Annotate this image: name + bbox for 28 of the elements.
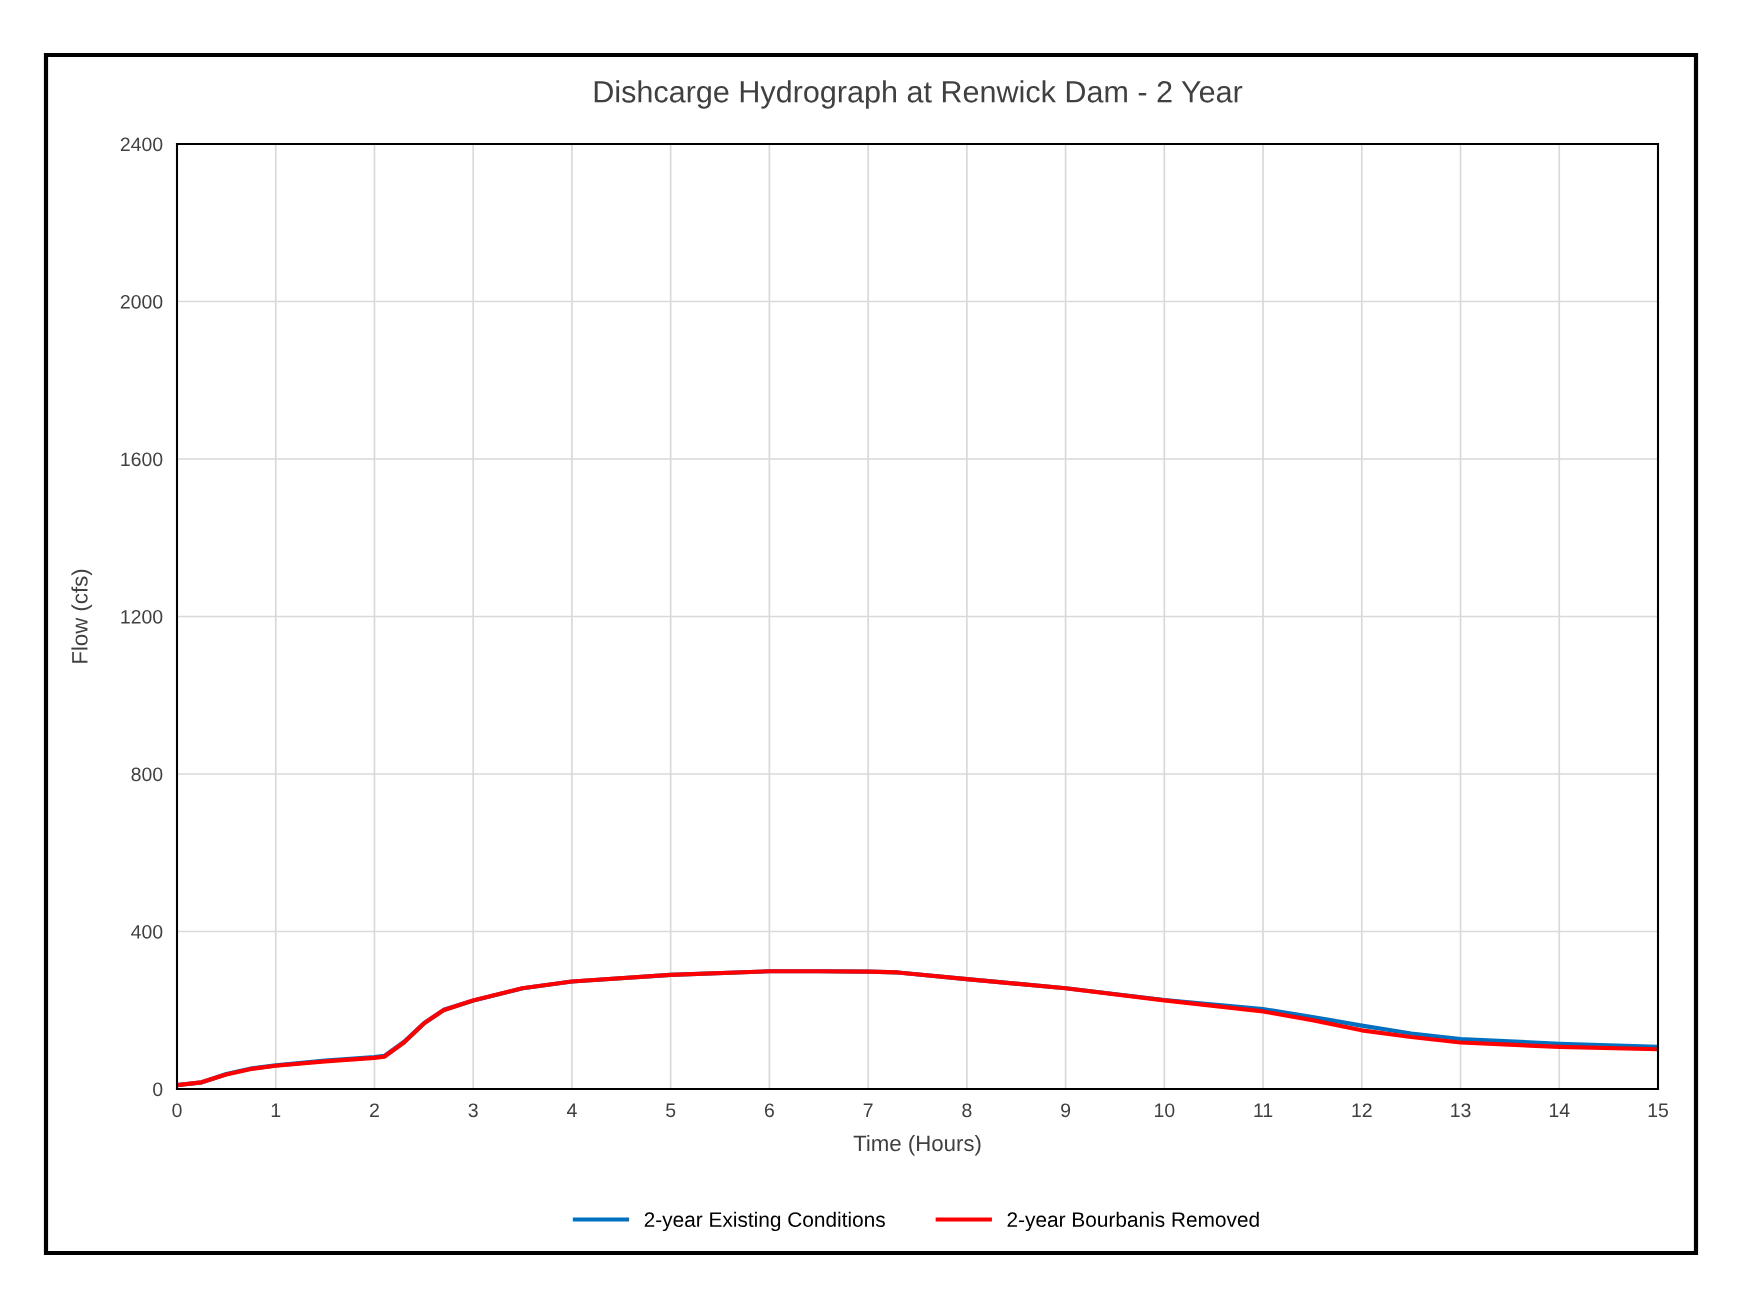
x-tick-label: 15 bbox=[1648, 1103, 1668, 1118]
y-tick-label: 1200 bbox=[121, 609, 163, 624]
x-tick-label: 13 bbox=[1451, 1103, 1471, 1118]
x-tick-label: 4 bbox=[566, 1103, 577, 1117]
x-axis-title: Time (Hours) bbox=[853, 1134, 981, 1156]
y-tick-label: 400 bbox=[131, 924, 163, 939]
x-tick-label: 5 bbox=[666, 1103, 676, 1118]
x-tick-label: 6 bbox=[764, 1103, 774, 1118]
chart-title: Dishcarge Hydrograph at Renwick Dam - 2 Year bbox=[594, 80, 1243, 109]
y-tick-label: 0 bbox=[153, 1082, 163, 1097]
x-tick-label: 10 bbox=[1155, 1103, 1175, 1118]
x-tick-label: 1 bbox=[271, 1103, 281, 1117]
x-tick-label: 9 bbox=[1061, 1103, 1071, 1118]
x-tick-label: 7 bbox=[863, 1103, 873, 1117]
x-tick-label: 12 bbox=[1352, 1103, 1372, 1117]
x-tick-label: 11 bbox=[1254, 1103, 1273, 1117]
y-tick-label: 800 bbox=[131, 767, 163, 782]
y-tick-label: 2000 bbox=[120, 294, 163, 309]
legend-label: 2-year Existing Conditions bbox=[644, 1211, 885, 1232]
x-tick-label: 8 bbox=[962, 1103, 972, 1118]
x-tick-label: 14 bbox=[1549, 1103, 1570, 1117]
x-tick-label: 3 bbox=[468, 1103, 478, 1118]
y-axis-title: Flow (cfs) bbox=[71, 569, 93, 663]
x-tick-label: 0 bbox=[172, 1103, 182, 1118]
legend-label: 2-year Bourbanis Removed bbox=[1007, 1211, 1259, 1232]
x-tick-label: 2 bbox=[370, 1103, 379, 1117]
y-tick-label: 2400 bbox=[120, 137, 163, 152]
y-tick-label: 1600 bbox=[121, 452, 163, 467]
